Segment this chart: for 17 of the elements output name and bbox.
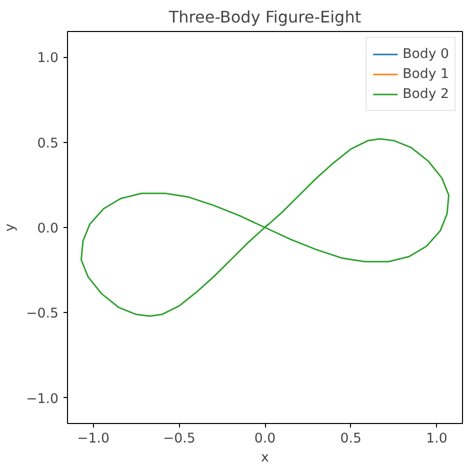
y-tick-label: 0.5 [37,136,59,152]
legend-label: Body 0 [402,46,449,62]
x-tick-label: −1.0 [77,432,110,446]
x-tick-label: 1.0 [426,432,448,446]
legend-label: Body 2 [402,86,449,102]
x-axis-title: x [261,450,270,466]
y-tick-label: −1.0 [26,392,59,407]
x-tick-label: 0.0 [254,432,276,446]
chart-title: Three-Body Figure-Eight [168,8,362,26]
x-tick-label: −0.5 [162,432,196,446]
line-series [80,138,450,317]
legend-label: Body 1 [402,66,449,82]
y-tick-label: −0.5 [26,306,59,322]
y-tick-label: 0.0 [37,222,59,236]
x-tick-label: 0.5 [340,432,362,446]
y-axis-title: y [3,223,18,232]
y-tick-label: 1.0 [37,51,59,66]
